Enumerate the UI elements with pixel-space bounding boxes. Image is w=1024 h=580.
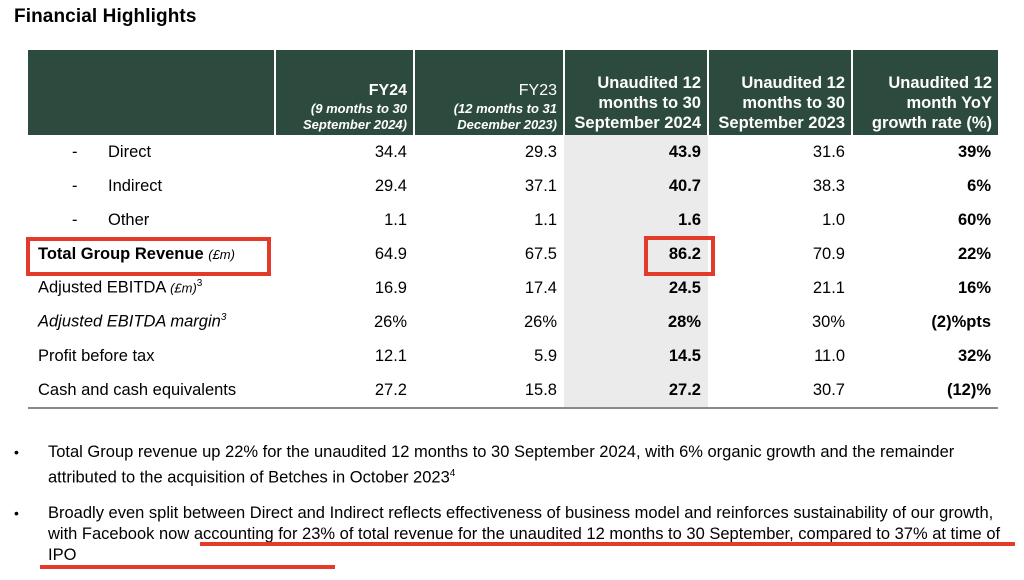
table-cell: 28% [564, 305, 708, 339]
table-cell: (12)% [852, 373, 998, 409]
highlight-box-total-revenue-label [26, 237, 271, 276]
bullet-text: Total Group revenue up 22% for the unaud… [48, 443, 955, 487]
row-label: Cash and cash equivalents [28, 373, 275, 409]
table-row: - Indirect 29.4 37.1 40.7 38.3 6% [28, 169, 998, 203]
table-cell: 14.5 [564, 339, 708, 373]
row-label-text: Other [108, 210, 150, 229]
table-header-row: FY24 (9 months to 30 September 2024) FY2… [28, 50, 998, 135]
table-cell: 16% [957, 278, 991, 297]
table-cell: 64.9 [374, 244, 407, 263]
table-cell: 24.5 [564, 271, 708, 305]
table-row: - Direct 34.4 29.3 43.9 31.6 39% [28, 135, 998, 169]
table-cell: 22% [957, 244, 991, 263]
table-row: Total Group Revenue (£m) 64.9 67.5 86.2 70.9… [28, 237, 998, 271]
header-sub: (9 months to 30 September 2024) [302, 101, 407, 132]
row-label: - Indirect [28, 169, 275, 203]
table-cell: 37.1 [524, 176, 557, 195]
table-row: Adjusted EBITDA margin3 26% 26% 28% 30% (2)%p… [28, 305, 998, 339]
header-fy23: FY23 (12 months to 31 December 2023) [413, 50, 564, 135]
table-cell: 12.1 [374, 346, 407, 365]
table-cell: 21.1 [812, 278, 845, 297]
table-cell: (2)%pts [931, 312, 991, 331]
header-main: FY23 [518, 82, 557, 99]
row-label: - Other [28, 203, 275, 237]
header-label-col [28, 50, 275, 135]
indent-dash: - [72, 176, 78, 195]
table-cell: 30.7 [708, 373, 852, 409]
table-cell: 70.9 [812, 244, 845, 263]
row-label-text: Adjusted EBITDA [38, 278, 166, 297]
header-sub: (12 months to 31 December 2023) [453, 101, 557, 132]
bullet-text: Broadly even split between Direct and In… [48, 503, 1001, 564]
row-unit: (£m) [170, 280, 197, 296]
row-label-text: Profit before tax [38, 346, 155, 365]
table-cell: 32% [957, 346, 991, 365]
table-row: - Other 1.1 1.1 1.6 1.0 60% [28, 203, 998, 237]
table-cell: 15.8 [414, 373, 564, 409]
table-cell: 29.3 [524, 142, 557, 161]
row-label-text: Cash and cash equivalents [38, 380, 237, 399]
table-cell: 86.2 [564, 237, 708, 271]
row-label-text: Total Group Revenue [38, 244, 204, 263]
table-cell: 38.3 [812, 176, 845, 195]
header-unaudited-2023: Unaudited 12 months to 30 September 2023 [707, 50, 852, 135]
table-cell: 60% [957, 210, 991, 229]
footnote-ref: 4 [449, 468, 456, 479]
page-title: Financial Highlights [14, 6, 197, 27]
table-cell: 16.9 [374, 278, 407, 297]
table-cell: 34.4 [374, 142, 407, 161]
table-cell: 31.6 [812, 142, 845, 161]
table-cell: 5.9 [534, 346, 557, 365]
header-fy24: FY24 (9 months to 30 September 2024) [274, 50, 414, 135]
table-cell: 67.5 [524, 244, 557, 263]
row-label-text: Direct [108, 142, 152, 161]
highlight-underline [200, 542, 1015, 546]
header-main: FY24 [368, 82, 407, 99]
bullet-dot-icon: • [14, 444, 19, 460]
table-cell: 43.9 [564, 135, 708, 169]
table-cell: 30% [811, 312, 845, 331]
table-cell: 1.6 [564, 203, 708, 237]
table-cell: 17.4 [524, 278, 557, 297]
table-row: Profit before tax 12.1 5.9 14.5 11.0 32% [28, 339, 998, 373]
row-label: Adjusted EBITDA (£m)3 [28, 271, 275, 305]
table-cell: 27.2 [275, 373, 414, 409]
table-row: Adjusted EBITDA (£m)3 16.9 17.4 24.5 21.1 16% [28, 271, 998, 305]
row-unit: (£m) [208, 246, 235, 262]
indent-dash: - [72, 142, 78, 161]
table-cell: 11.0 [814, 346, 845, 365]
financial-table: FY24 (9 months to 30 September 2024) FY2… [28, 50, 998, 409]
table-cell: 29.4 [374, 176, 407, 195]
bullet-list: • Total Group revenue up 22% for the una… [14, 442, 1014, 580]
row-label-text: Adjusted EBITDA margin [38, 312, 221, 331]
bullet-item: • Total Group revenue up 22% for the una… [14, 442, 1014, 489]
header-unaudited-2024: Unaudited 12 months to 30 September 2024 [563, 50, 708, 135]
row-label: Adjusted EBITDA margin3 [28, 305, 275, 339]
table-cell: 26% [373, 312, 407, 331]
table-cell: 6% [967, 176, 991, 195]
table-row: Cash and cash equivalents 27.2 15.8 27.2 30.… [28, 373, 998, 409]
bullet-dot-icon: • [14, 504, 19, 521]
row-label: - Direct [28, 135, 275, 169]
header-yoy-growth: Unaudited 12 month YoY growth rate (%) [851, 50, 998, 135]
highlight-box-total-revenue-value [644, 236, 715, 276]
bullet-item: • Broadly even split between Direct and … [14, 503, 1014, 566]
footnote-ref: 3 [220, 312, 227, 324]
indent-dash: - [72, 210, 78, 229]
table-cell: 39% [957, 142, 991, 161]
footnote-ref: 3 [196, 278, 203, 290]
row-label: Total Group Revenue (£m) [28, 237, 275, 271]
highlight-underline [40, 565, 335, 569]
table-cell: 27.2 [564, 373, 708, 409]
table-cell: 1.0 [822, 210, 845, 229]
table-cell: 1.1 [534, 210, 557, 229]
table-cell: 1.1 [384, 210, 407, 229]
table-cell: 40.7 [564, 169, 708, 203]
row-label: Profit before tax [28, 339, 275, 373]
row-label-text: Indirect [108, 176, 163, 195]
table-cell: 26% [523, 312, 557, 331]
